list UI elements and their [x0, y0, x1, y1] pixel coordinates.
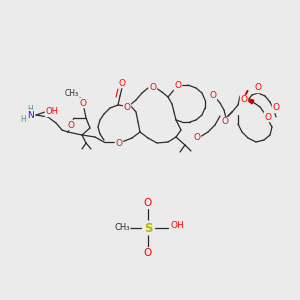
Text: H: H	[20, 115, 26, 124]
Text: O: O	[194, 134, 200, 142]
Text: O: O	[80, 98, 86, 107]
Text: O: O	[144, 198, 152, 208]
Text: S: S	[144, 221, 152, 235]
Text: CH₃: CH₃	[114, 224, 130, 232]
Text: O: O	[144, 248, 152, 258]
Text: O: O	[241, 95, 248, 104]
Text: OH: OH	[170, 221, 184, 230]
Text: O: O	[221, 118, 229, 127]
Text: O: O	[175, 82, 182, 91]
Text: O: O	[149, 82, 157, 91]
Text: O: O	[118, 79, 125, 88]
Text: O: O	[209, 91, 217, 100]
Text: O: O	[265, 112, 272, 122]
Text: H: H	[27, 106, 33, 115]
Text: O: O	[116, 139, 122, 148]
Text: N: N	[27, 110, 33, 119]
Polygon shape	[244, 98, 254, 104]
Text: OH: OH	[46, 107, 59, 116]
Text: O: O	[272, 103, 280, 112]
Text: O: O	[124, 103, 130, 112]
Text: O: O	[254, 83, 262, 92]
Text: O: O	[68, 121, 74, 130]
Text: CH₃: CH₃	[65, 88, 79, 98]
